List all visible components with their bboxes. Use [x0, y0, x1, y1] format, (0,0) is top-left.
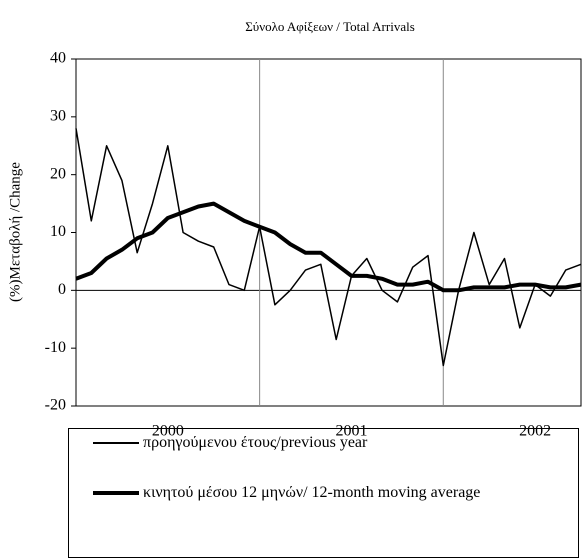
series-line	[75, 201, 582, 293]
y-tick-label: 30	[50, 108, 66, 125]
series-line	[75, 128, 582, 367]
legend-item: προηγούμενου έτους/previous year	[93, 434, 523, 452]
y-tick-label: -10	[45, 339, 66, 356]
y-axis-label: (%)Μεταβολή /Change	[7, 162, 23, 302]
legend-swatch	[93, 442, 139, 444]
y-tick-label: 40	[50, 50, 66, 67]
legend-swatch	[93, 491, 139, 495]
chart-title: Σύνολο Αφίξεων / Total Arrivals	[245, 19, 415, 34]
y-tick-label: 10	[50, 223, 66, 240]
x-tick-label: 2000	[152, 423, 184, 440]
y-tick-label: 0	[58, 281, 66, 298]
legend-label: προηγούμενου έτους/previous year	[143, 434, 368, 451]
x-tick-label: 2001	[335, 423, 367, 440]
legend: προηγούμενου έτους/previous year κινητού …	[68, 428, 579, 558]
legend-item: κινητού μέσου 12 μηνών/ 12-month moving …	[93, 484, 523, 502]
y-tick-label: -20	[45, 397, 66, 414]
x-tick-label: 2002	[519, 423, 551, 440]
legend-label: κινητού μέσου 12 μηνών/ 12-month moving …	[143, 484, 481, 501]
y-tick-label: 20	[50, 165, 66, 182]
